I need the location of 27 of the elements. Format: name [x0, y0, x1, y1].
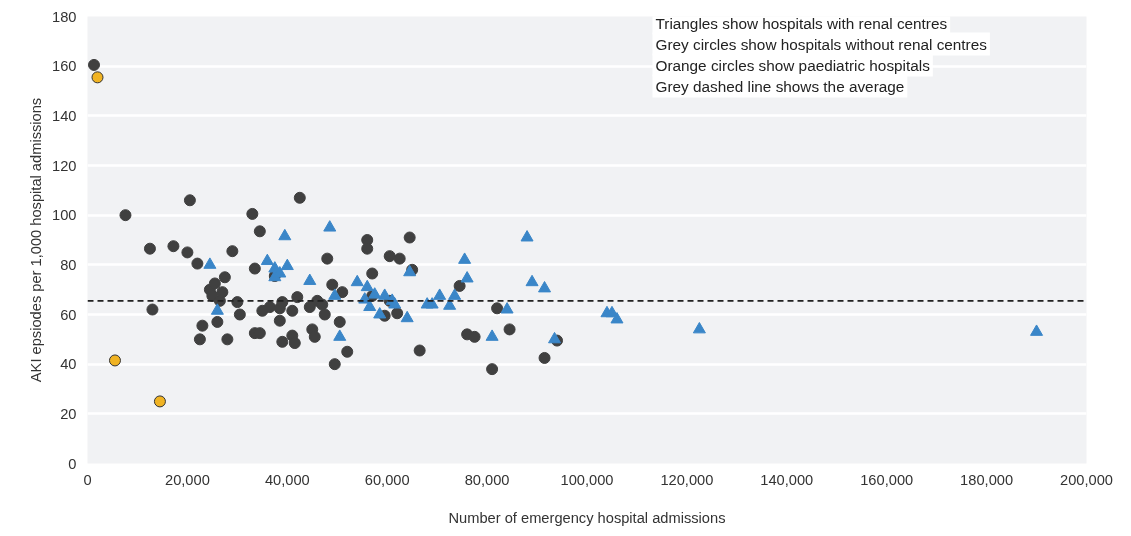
- y-tick-label: 100: [52, 207, 77, 224]
- y-tick-label: 0: [68, 455, 77, 472]
- x-tick-label: 180,000: [960, 471, 1014, 488]
- annotation: Triangles show hospitals with renal centres: [655, 14, 948, 32]
- y-tick-label: 80: [60, 256, 77, 273]
- y-tick-label: 180: [52, 8, 77, 25]
- x-tick-label: 100,000: [560, 471, 614, 488]
- y-axis-title: AKI epsiodes per 1,000 hospital admissions: [28, 97, 45, 383]
- x-tick-label: 160,000: [860, 471, 914, 488]
- x-tick-label: 20,000: [164, 471, 210, 488]
- x-tick-label: 60,000: [364, 471, 410, 488]
- y-tick-label: 40: [60, 356, 77, 373]
- y-tick-label: 20: [60, 405, 77, 422]
- x-tick-label: 80,000: [464, 471, 510, 488]
- x-tick-label: 200,000: [1060, 471, 1113, 488]
- y-tick-label: 160: [52, 58, 77, 75]
- y-tick-label: 120: [52, 157, 77, 174]
- x-tick-label: 0: [83, 471, 92, 488]
- annotation: Orange circles show paediatric hospitals: [655, 56, 931, 74]
- annotation: Grey dashed line shows the average: [655, 77, 905, 95]
- y-tick-label: 60: [60, 306, 77, 323]
- x-axis-title: Number of emergency hospital admissions: [448, 509, 726, 526]
- x-tick-label: 140,000: [760, 471, 814, 488]
- annotation: Grey circles show hospitals without renal centres: [655, 35, 988, 53]
- y-tick-label: 140: [52, 107, 77, 124]
- x-tick-label: 120,000: [660, 471, 714, 488]
- x-tick-label: 40,000: [264, 471, 310, 488]
